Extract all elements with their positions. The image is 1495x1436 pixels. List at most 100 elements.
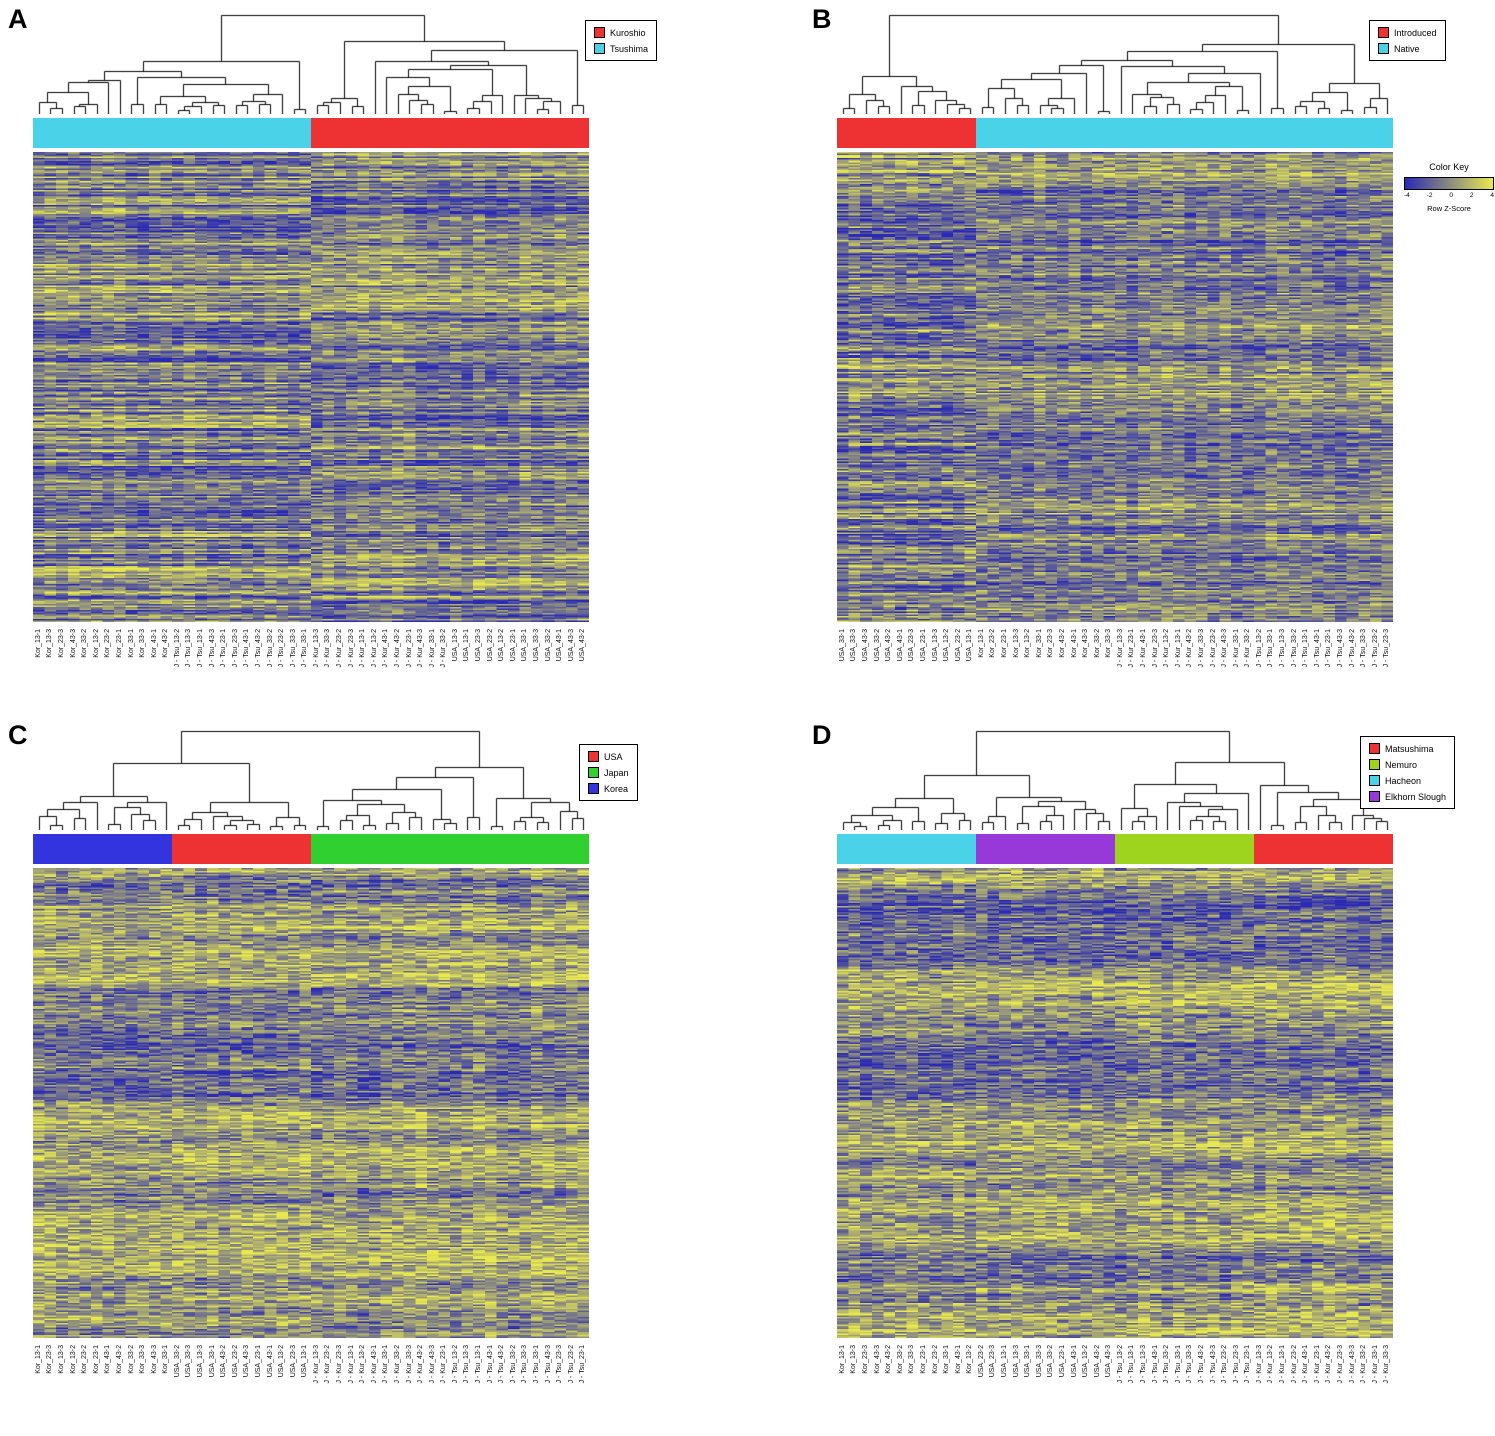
column-label: J - Tsu_23-1: [220, 629, 228, 668]
column-label: USA_23-2: [954, 629, 962, 662]
column-label: USA_13-3: [931, 629, 939, 662]
column-label: USA_43-1: [556, 629, 563, 662]
column-label: J - Kur_23-1: [1313, 1345, 1321, 1384]
group-colorbar-c: [33, 834, 589, 864]
color-key-tick: 0: [1449, 192, 1453, 199]
legend-swatch: [1378, 27, 1389, 38]
column-label: USA_13-2: [943, 629, 950, 662]
color-key-title: Color Key: [1429, 162, 1469, 172]
column-label: J - Tsu_43-1: [1151, 1345, 1159, 1384]
column-label: Kor_23-3: [862, 1345, 869, 1374]
column-label: J - Tsu_13-2: [451, 1345, 459, 1384]
column-label: Kor_33-3: [139, 1345, 146, 1374]
panel-a: A Kor_13-1 Kor_13-3 Kor_23-3 Kor_43-3 Kor_33…: [8, 6, 748, 718]
column-label: USA_33-3: [185, 1345, 193, 1378]
group-segment-elkhorn-slough: [976, 834, 1115, 864]
column-label: Kor_33-2: [896, 1345, 904, 1374]
column-label: J - Kur_33-2: [1360, 1345, 1367, 1384]
column-label: Kor_43-2: [162, 629, 170, 658]
column-label: J - Kur_33-2: [393, 1345, 401, 1384]
column-label: J - Tsu_23-2: [567, 1345, 575, 1384]
column-label: Kor_43-3: [69, 629, 77, 658]
column-label: J - Tsu_33-3: [289, 629, 297, 668]
column-label: J - Tsu_13-1: [197, 629, 204, 668]
color-key-tick: -2: [1426, 192, 1433, 199]
column-label: Kor_13-2: [92, 629, 100, 658]
dendrogram-b: [837, 14, 1393, 114]
legend-label: Kuroshio: [610, 27, 646, 38]
column-label: J - Tsu_43-3: [544, 1345, 552, 1384]
legend-swatch: [588, 751, 599, 762]
column-label: J - Kur_13-3: [312, 1345, 320, 1384]
column-label: USA_33-1: [521, 629, 529, 662]
column-label: USA_23-1: [254, 1345, 262, 1378]
column-label: USA_43-2: [1093, 1345, 1101, 1378]
column-label: Kor_23-2: [931, 1345, 939, 1374]
panel-letter-a: A: [8, 4, 28, 34]
column-label: J - Kur_33-1: [1371, 1345, 1379, 1384]
column-label: J - Tsu_33-3: [521, 1345, 529, 1384]
legend-swatch: [588, 783, 599, 794]
legend-label: Japan: [604, 767, 629, 778]
column-label: J - Tsu_43-3: [1209, 1345, 1217, 1384]
column-label: Kor_43-1: [104, 1345, 112, 1374]
dendrogram-d: [837, 730, 1393, 830]
column-label: Kor_23-2: [104, 629, 112, 658]
legend-swatch: [1369, 775, 1380, 786]
column-label: USA_23-3: [908, 629, 916, 662]
column-label: J - Tsu_43-3: [1336, 629, 1344, 668]
column-label: USA_13-1: [301, 1345, 309, 1378]
column-label: J - Kur_33-3: [1197, 629, 1205, 668]
column-label: USA_43-1: [896, 629, 904, 662]
column-label: J - Kur_13-2: [370, 629, 378, 668]
column-label: Kor_13-1: [977, 629, 985, 658]
column-label: J - Kur_23-2: [336, 629, 343, 668]
column-label: J - Kur_23-3: [336, 1345, 343, 1384]
column-label: Kor_23-1: [919, 1345, 927, 1374]
column-label: USA_43-1: [266, 1345, 274, 1378]
column-label: J - Tsu_33-3: [1360, 629, 1367, 668]
column-label: USA_33-1: [1024, 1345, 1032, 1378]
column-label: J - Tsu_33-1: [1174, 1345, 1182, 1384]
column-label: USA_13-3: [197, 1345, 204, 1378]
column-label: USA_33-1: [208, 1345, 216, 1378]
column-label: USA_33-2: [544, 629, 552, 662]
legend-entry: Kuroshio: [594, 27, 648, 38]
column-label: J - Tsu_33-2: [509, 1345, 517, 1384]
column-label: J - Kur_13-2: [1267, 1345, 1275, 1384]
column-label: J - Tsu_13-1: [1128, 1345, 1136, 1384]
column-label: J - Kur_43-2: [417, 1345, 424, 1384]
column-label: J - Kur_33-2: [1244, 629, 1252, 668]
column-label: J - Tsu_43-1: [486, 1345, 494, 1384]
column-label: Kor_13-1: [34, 1345, 42, 1374]
column-label: J - Kur_33-1: [428, 629, 436, 668]
column-label: USA_13-1: [1001, 1345, 1008, 1378]
column-label: J - Tsu_43-2: [498, 1345, 506, 1384]
column-label: USA_33-2: [873, 629, 881, 662]
column-label: J - Kur_33-1: [1232, 629, 1240, 668]
column-label: USA_23-1: [1058, 1345, 1066, 1378]
legend-a: Kuroshio Tsushima: [585, 20, 658, 61]
column-label: J - Tsu_13-3: [185, 629, 193, 668]
group-colorbar-a: [33, 118, 589, 148]
column-label: J - Tsu_23-3: [556, 1345, 563, 1384]
group-segment-native: [976, 118, 1393, 148]
legend-swatch: [594, 27, 605, 38]
panel-d: D Kor_13-1 Kor_13-3 Kor_23-3 Kor_43-3 Kor_43…: [812, 722, 1495, 1434]
column-label: J - Kur_23-2: [324, 1345, 332, 1384]
column-label: Kor_43-1: [150, 629, 158, 658]
column-label: USA_13-3: [451, 629, 459, 662]
panel-letter-b: B: [812, 4, 832, 34]
panel-b: B USA_33-1 USA_33-3 USA_43-3 USA_33-2 USA_43…: [812, 6, 1495, 718]
column-label: USA_23-3: [989, 1345, 997, 1378]
column-label: J - Kur_23-3: [1336, 1345, 1344, 1384]
column-label: J - Kur_43-2: [393, 629, 401, 668]
column-label: J - Kur_43-2: [1325, 1345, 1333, 1384]
column-label: Kor_33-2: [1093, 629, 1101, 658]
legend-swatch: [594, 43, 605, 54]
column-label: Kor_23-1: [92, 1345, 100, 1374]
column-label: Kor_43-2: [1058, 629, 1066, 658]
column-label: J - Tsu_33-2: [1290, 629, 1298, 668]
column-label: J - Kur_43-3: [1348, 1345, 1356, 1384]
column-label: J - Tsu_33-1: [532, 1345, 540, 1384]
